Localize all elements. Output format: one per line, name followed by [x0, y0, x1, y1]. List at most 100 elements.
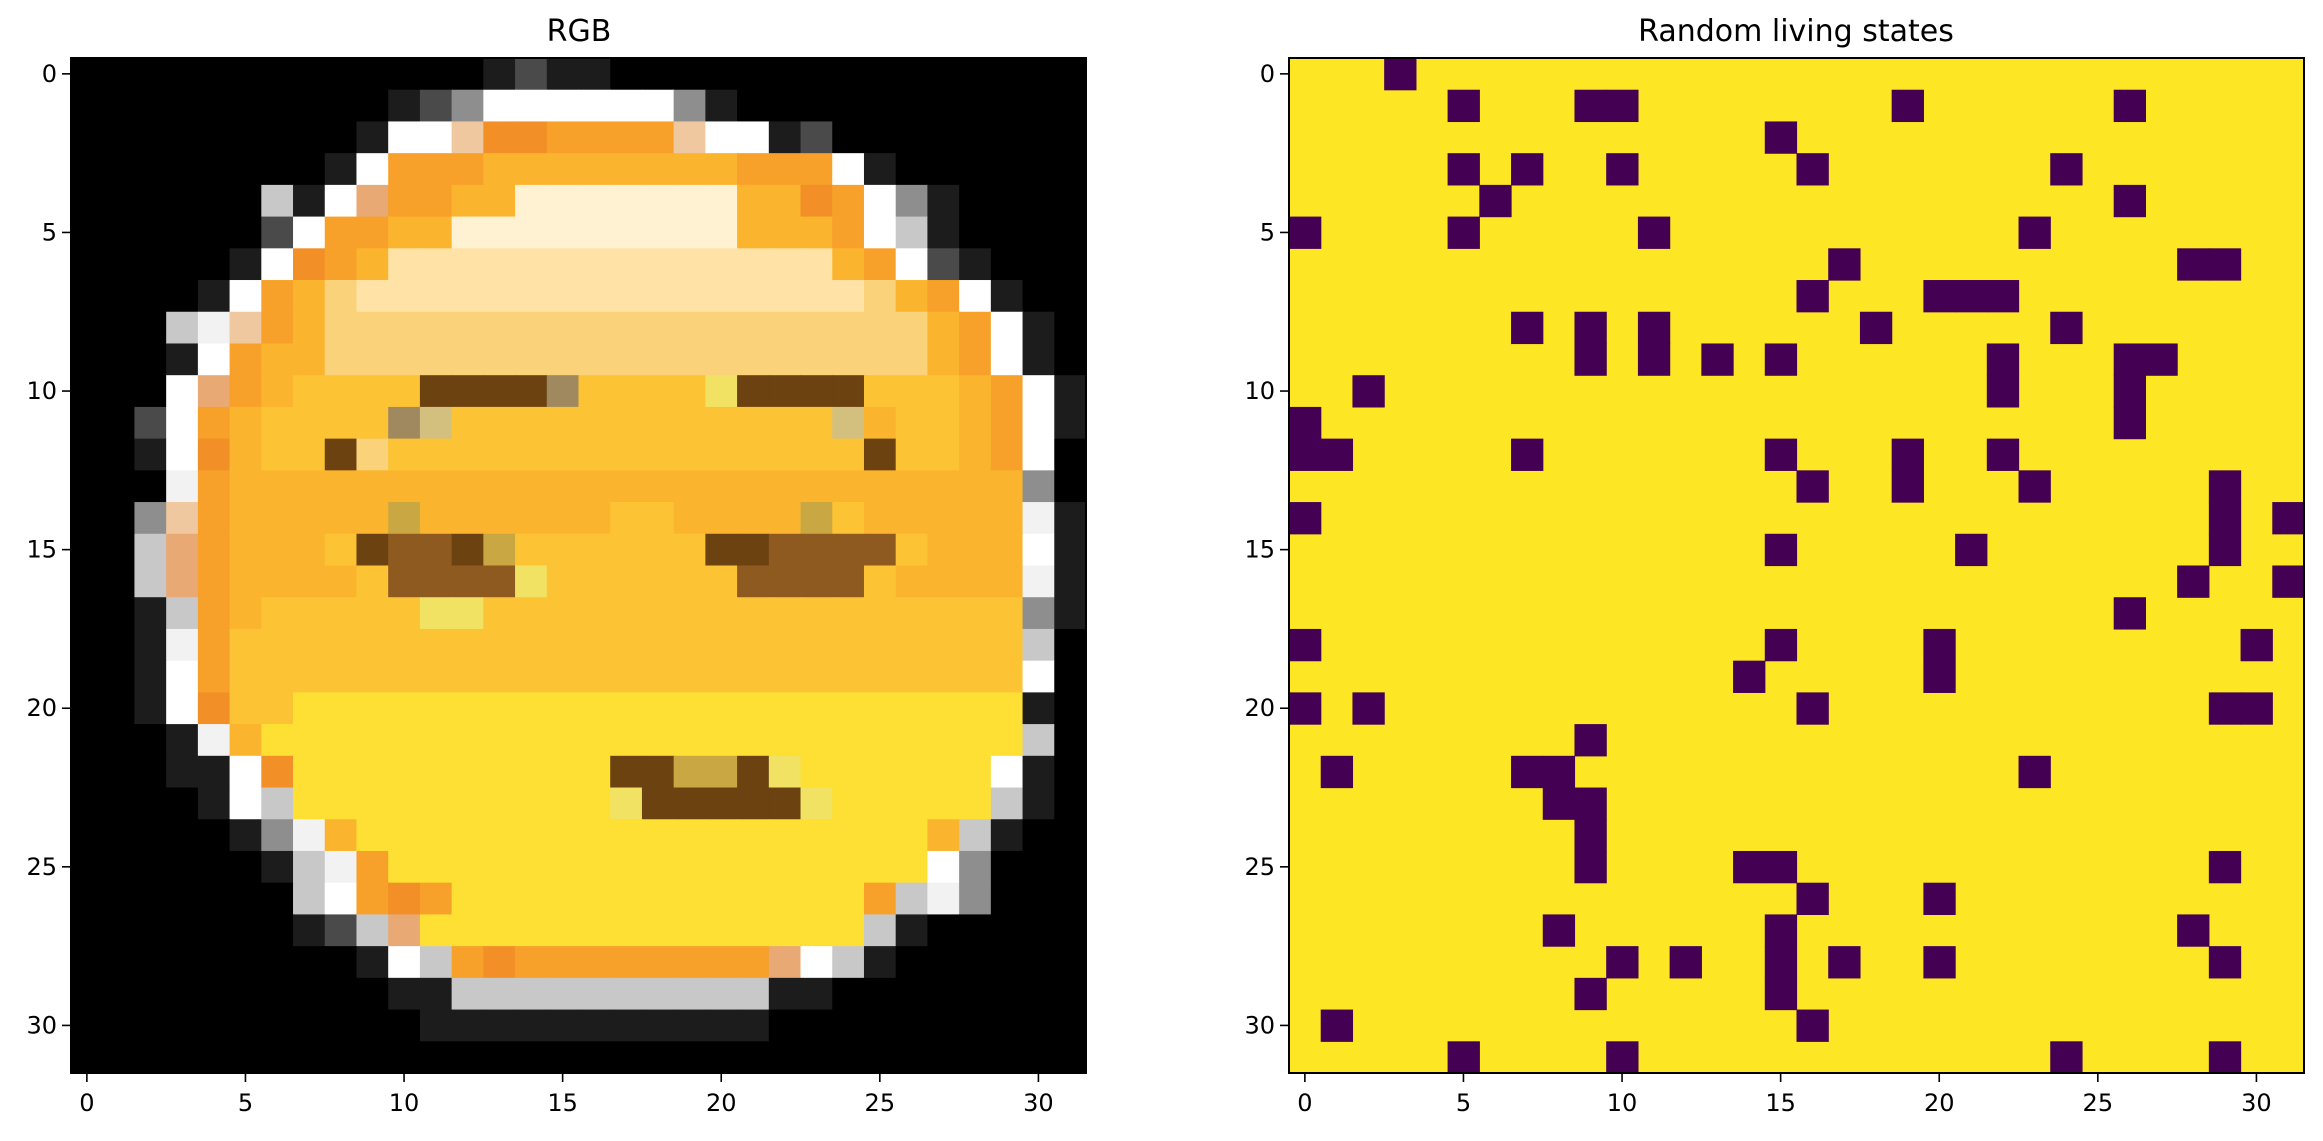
pixel-cell — [102, 819, 136, 852]
pixel-cell — [705, 914, 738, 947]
y-tick-label: 30 — [1244, 1011, 1275, 1039]
pixel-cell — [610, 375, 643, 408]
pixel-cell — [768, 977, 802, 1011]
pixel-cell — [71, 248, 104, 281]
pixel-cell — [768, 280, 802, 313]
pixel-cell — [895, 470, 929, 503]
pixel-cell — [388, 375, 421, 408]
x-tick-label: 5 — [1456, 1089, 1471, 1117]
pixel-cell — [1022, 755, 1055, 789]
pixel-cell — [388, 1009, 421, 1042]
pixel-cell — [737, 660, 770, 693]
pixel-cell — [990, 502, 1024, 535]
pixel-cell — [1054, 533, 1087, 567]
dead-cell — [1955, 533, 1988, 567]
pixel-cell — [800, 375, 833, 408]
pixel-cell — [768, 58, 802, 91]
pixel-cell — [356, 406, 389, 440]
pixel-cell — [71, 121, 104, 154]
pixel-cell — [515, 311, 548, 345]
dead-cell — [1384, 58, 1417, 91]
pixel-cell — [483, 248, 516, 281]
pixel-cell — [610, 533, 643, 567]
pixel-cell — [641, 533, 675, 567]
pixel-cell — [959, 724, 992, 757]
pixel-cell — [483, 406, 516, 440]
pixel-cell — [641, 153, 675, 186]
pixel-cell — [641, 438, 675, 471]
pixel-cell — [419, 597, 453, 630]
pixel-cell — [261, 724, 294, 757]
y-tick-label: 30 — [26, 1011, 57, 1039]
pixel-cell — [134, 89, 167, 123]
pixel-cell — [895, 438, 929, 471]
pixel-cell — [356, 724, 389, 757]
pixel-cell — [546, 153, 580, 186]
pixel-cell — [451, 533, 484, 567]
pixel-cell — [641, 1009, 675, 1042]
pixel-cell — [895, 1009, 929, 1042]
pixel-cell — [863, 343, 897, 376]
pixel-cell — [166, 692, 199, 725]
pixel-cell — [990, 438, 1024, 471]
pixel-cell — [610, 153, 643, 186]
pixel-cell — [324, 216, 358, 249]
pixel-cell — [1022, 533, 1055, 567]
pixel-cell — [927, 914, 960, 947]
pixel-cell — [673, 280, 706, 313]
pixel-cell — [261, 533, 294, 567]
pixel-cell — [102, 121, 136, 154]
pixel-cell — [546, 1041, 580, 1074]
pixel-cell — [610, 977, 643, 1011]
pixel-cell — [388, 977, 421, 1011]
pixel-cell — [895, 58, 929, 91]
pixel-cell — [134, 502, 167, 535]
pixel-cell — [895, 89, 929, 123]
dead-cell — [1891, 438, 1924, 471]
pixel-cell — [197, 724, 231, 757]
pixel-cell — [134, 153, 167, 186]
pixel-cell — [768, 470, 802, 503]
pixel-cell — [102, 787, 136, 820]
pixel-cell — [134, 280, 167, 313]
pixel-cell — [832, 438, 865, 471]
pixel-cell — [71, 184, 104, 218]
y-tick-label: 15 — [26, 536, 57, 564]
pixel-cell — [832, 533, 865, 567]
pixel-cell — [451, 184, 484, 218]
pixel-cell — [71, 787, 104, 820]
pixel-cell — [515, 438, 548, 471]
pixel-cell — [927, 438, 960, 471]
dead-cell — [2018, 216, 2051, 249]
pixel-cell — [1022, 660, 1055, 693]
pixel-cell — [641, 724, 675, 757]
dead-cell — [2272, 565, 2305, 598]
pixel-cell — [800, 755, 833, 789]
pixel-cell — [388, 470, 421, 503]
dead-cell — [1891, 470, 1924, 503]
pixel-cell — [229, 89, 262, 123]
pixel-cell — [134, 1041, 167, 1074]
pixel-cell — [102, 1041, 136, 1074]
pixel-cell — [800, 1041, 833, 1074]
dead-cell — [1606, 1041, 1639, 1074]
pixel-cell — [1054, 597, 1087, 630]
dead-cell — [1637, 216, 1671, 249]
pixel-cell — [737, 153, 770, 186]
pixel-cell — [293, 375, 326, 408]
pixel-cell — [578, 946, 611, 979]
pixel-cell — [927, 724, 960, 757]
y-tick-label: 25 — [1244, 853, 1275, 881]
pixel-cell — [102, 850, 136, 884]
pixel-cell — [990, 216, 1024, 249]
pixel-cell — [229, 311, 262, 345]
pixel-cell — [293, 438, 326, 471]
dead-cell — [2240, 628, 2273, 662]
pixel-cell — [197, 1009, 231, 1042]
pixel-cell — [356, 311, 389, 345]
pixel-cell — [134, 597, 167, 630]
pixel-cell — [990, 121, 1024, 154]
dead-cell — [1796, 153, 1829, 186]
pixel-cell — [737, 375, 770, 408]
pixel-cell — [578, 470, 611, 503]
